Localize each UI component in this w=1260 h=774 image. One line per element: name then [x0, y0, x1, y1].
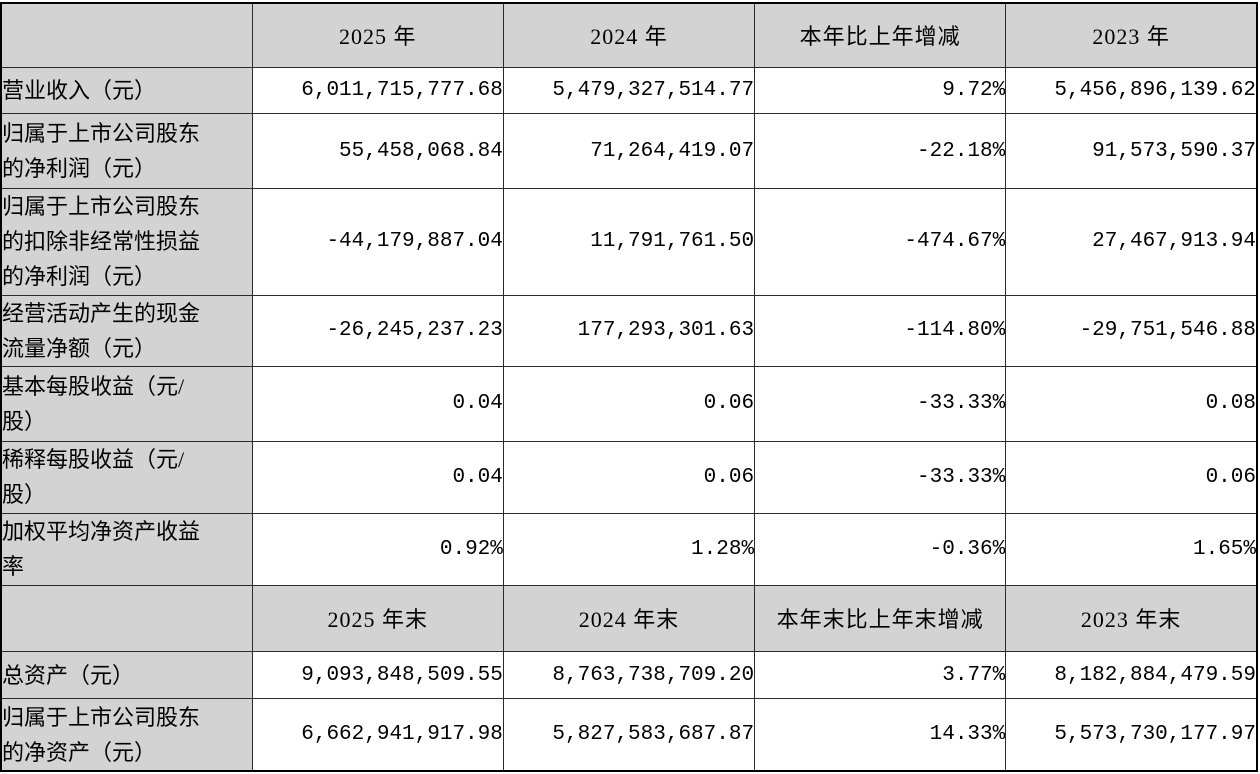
value-change: -474.67%	[754, 187, 1007, 296]
header-2024: 2024 年	[502, 2, 756, 68]
period-header-row: 2025 年 2024 年 本年比上年增减 2023 年	[0, 2, 1258, 68]
value-2023: 5,573,730,177.97	[1005, 698, 1258, 772]
header-blank-cell	[0, 2, 253, 68]
row-label: 总资产（元）	[0, 651, 253, 700]
value-2025: 6,662,941,917.98	[251, 698, 504, 772]
value-2025: 0.04	[251, 440, 504, 515]
value-change: -33.33%	[754, 366, 1007, 442]
value-2023: 91,573,590.37	[1005, 113, 1258, 189]
value-change: 3.77%	[754, 651, 1007, 700]
header-2025: 2025 年	[251, 2, 504, 68]
value-2024: 1.28%	[502, 513, 756, 586]
table-row-diluted-eps: 稀释每股收益（元/ 股） 0.04 0.06 -33.33% 0.06	[0, 440, 1258, 515]
table-row-net-assets: 归属于上市公司股东 的净资产（元） 6,662,941,917.98 5,827…	[0, 698, 1258, 772]
value-2025: 0.92%	[251, 513, 504, 586]
value-2023: 5,456,896,139.62	[1005, 66, 1258, 115]
value-2023: 0.06	[1005, 440, 1258, 515]
table-row-operating-cash-flow: 经营活动产生的现金 流量净额（元） -26,245,237.23 177,293…	[0, 294, 1258, 368]
value-2024: 5,479,327,514.77	[502, 66, 756, 115]
row-label: 归属于上市公司股东 的扣除非经常性损益 的净利润（元）	[0, 187, 253, 296]
table-row-total-assets: 总资产（元） 9,093,848,509.55 8,763,738,709.20…	[0, 651, 1258, 700]
value-2024: 0.06	[502, 366, 756, 442]
header-2023-end: 2023 年末	[1005, 584, 1258, 653]
value-2024: 71,264,419.07	[502, 113, 756, 189]
value-2024: 177,293,301.63	[502, 294, 756, 368]
value-2023: 8,182,884,479.59	[1005, 651, 1258, 700]
value-2024: 0.06	[502, 440, 756, 515]
value-2023: -29,751,546.88	[1005, 294, 1258, 368]
header-2023: 2023 年	[1005, 2, 1258, 68]
table-row-revenue: 营业收入（元） 6,011,715,777.68 5,479,327,514.7…	[0, 66, 1258, 115]
row-label: 经营活动产生的现金 流量净额（元）	[0, 294, 253, 368]
value-change: 14.33%	[754, 698, 1007, 772]
header-yoy-end-change: 本年末比上年末增减	[754, 584, 1007, 653]
value-2025: -26,245,237.23	[251, 294, 504, 368]
value-change: -33.33%	[754, 440, 1007, 515]
value-2024: 8,763,738,709.20	[502, 651, 756, 700]
row-label: 加权平均净资产收益 率	[0, 513, 253, 586]
header-blank-cell	[0, 584, 253, 653]
value-2023: 0.08	[1005, 366, 1258, 442]
value-change: 9.72%	[754, 66, 1007, 115]
header-yoy-change: 本年比上年增减	[754, 2, 1007, 68]
table-row-net-profit-excl-nonrecurring: 归属于上市公司股东 的扣除非经常性损益 的净利润（元） -44,179,887.…	[0, 187, 1258, 296]
table-row-weighted-avg-roe: 加权平均净资产收益 率 0.92% 1.28% -0.36% 1.65%	[0, 513, 1258, 586]
table-row-basic-eps: 基本每股收益（元/ 股） 0.04 0.06 -33.33% 0.08	[0, 366, 1258, 442]
table-row-net-profit: 归属于上市公司股东 的净利润（元） 55,458,068.84 71,264,4…	[0, 113, 1258, 189]
value-2025: 55,458,068.84	[251, 113, 504, 189]
value-2025: 6,011,715,777.68	[251, 66, 504, 115]
row-label: 基本每股收益（元/ 股）	[0, 366, 253, 442]
value-2024: 5,827,583,687.87	[502, 698, 756, 772]
value-change: -114.80%	[754, 294, 1007, 368]
value-2025: -44,179,887.04	[251, 187, 504, 296]
value-2025: 9,093,848,509.55	[251, 651, 504, 700]
value-2023: 27,467,913.94	[1005, 187, 1258, 296]
row-label: 归属于上市公司股东 的净资产（元）	[0, 698, 253, 772]
period-end-header-row: 2025 年末 2024 年末 本年末比上年末增减 2023 年末	[0, 584, 1258, 653]
header-2024-end: 2024 年末	[502, 584, 756, 653]
value-2024: 11,791,761.50	[502, 187, 756, 296]
value-2023: 1.65%	[1005, 513, 1258, 586]
value-change: -0.36%	[754, 513, 1007, 586]
row-label: 归属于上市公司股东 的净利润（元）	[0, 113, 253, 189]
value-change: -22.18%	[754, 113, 1007, 189]
row-label: 营业收入（元）	[0, 66, 253, 115]
row-label: 稀释每股收益（元/ 股）	[0, 440, 253, 515]
header-2025-end: 2025 年末	[251, 584, 504, 653]
value-2025: 0.04	[251, 366, 504, 442]
